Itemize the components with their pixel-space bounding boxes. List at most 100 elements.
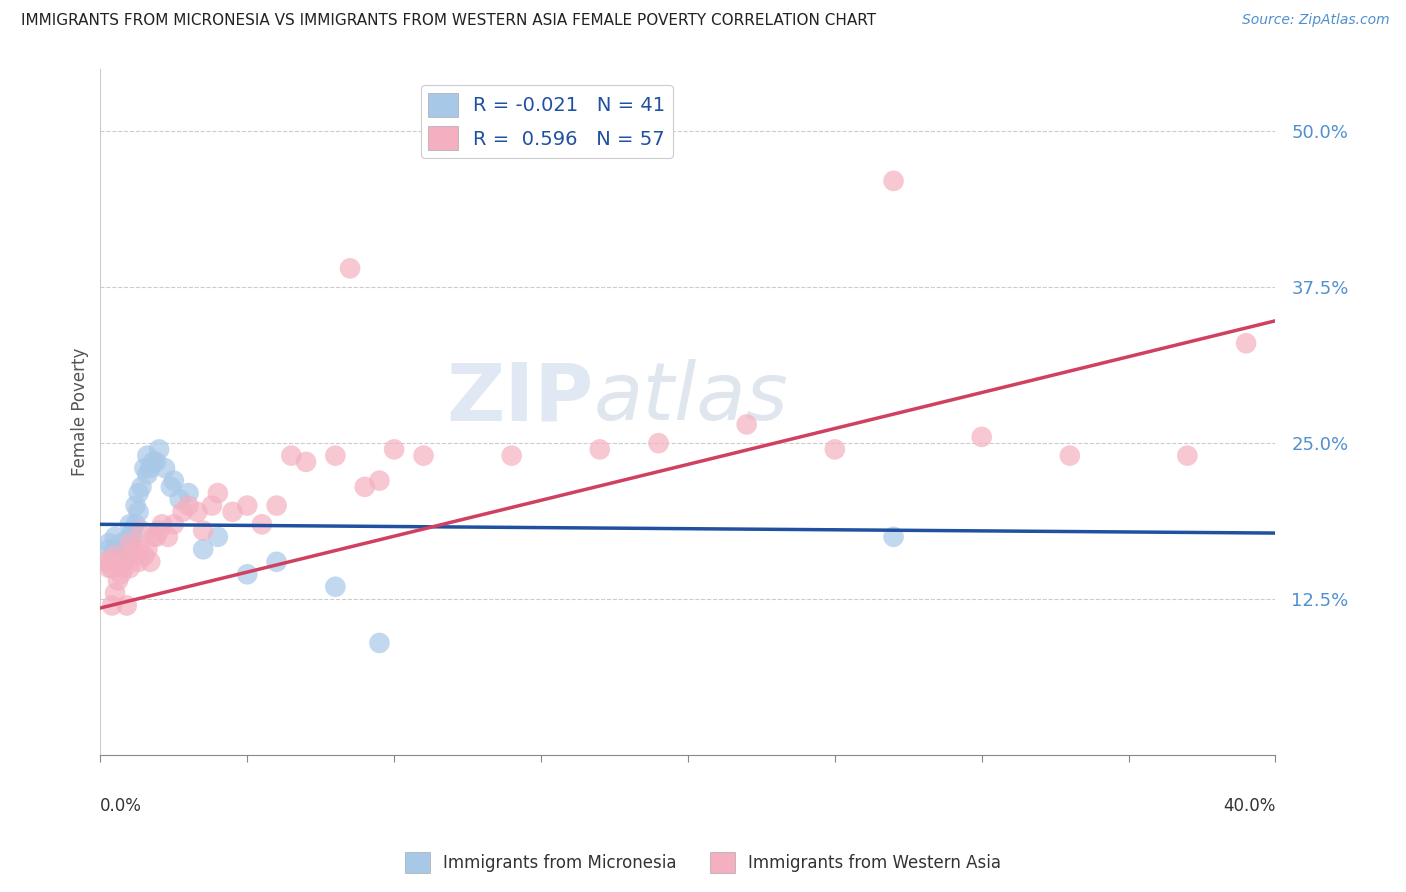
Point xyxy=(160,480,183,494)
Point xyxy=(98,542,121,557)
Point xyxy=(128,542,150,557)
Point xyxy=(735,417,758,432)
Point xyxy=(104,586,127,600)
Point xyxy=(368,474,391,488)
Point xyxy=(280,449,302,463)
Point xyxy=(110,536,132,550)
Point xyxy=(169,492,191,507)
Point xyxy=(136,467,159,482)
Point xyxy=(325,449,347,463)
Point xyxy=(107,555,129,569)
Point xyxy=(115,599,138,613)
Point xyxy=(266,555,288,569)
Point xyxy=(134,461,156,475)
Point xyxy=(970,430,993,444)
Point xyxy=(104,530,127,544)
Point xyxy=(136,542,159,557)
Point xyxy=(142,530,165,544)
Legend: Immigrants from Micronesia, Immigrants from Western Asia: Immigrants from Micronesia, Immigrants f… xyxy=(398,846,1008,880)
Point xyxy=(124,549,146,563)
Point xyxy=(112,542,135,557)
Point xyxy=(98,536,121,550)
Point xyxy=(128,486,150,500)
Point xyxy=(121,542,143,557)
Point xyxy=(107,542,129,557)
Point xyxy=(1059,449,1081,463)
Y-axis label: Female Poverty: Female Poverty xyxy=(72,348,89,476)
Point xyxy=(153,461,176,475)
Point xyxy=(118,561,141,575)
Point xyxy=(412,449,434,463)
Point xyxy=(101,555,124,569)
Point xyxy=(101,561,124,575)
Point xyxy=(1175,449,1198,463)
Point xyxy=(207,530,229,544)
Point xyxy=(98,555,121,569)
Point xyxy=(295,455,318,469)
Point xyxy=(124,499,146,513)
Point xyxy=(266,499,288,513)
Point xyxy=(382,442,405,457)
Point xyxy=(101,599,124,613)
Point xyxy=(96,555,118,569)
Point xyxy=(236,567,259,582)
Point xyxy=(193,542,215,557)
Point xyxy=(139,461,162,475)
Point xyxy=(107,555,129,569)
Text: 40.0%: 40.0% xyxy=(1223,797,1275,814)
Point xyxy=(163,474,186,488)
Point xyxy=(1234,336,1257,351)
Point xyxy=(110,549,132,563)
Point xyxy=(824,442,846,457)
Point xyxy=(112,555,135,569)
Point xyxy=(325,580,347,594)
Point xyxy=(118,530,141,544)
Point xyxy=(589,442,612,457)
Point xyxy=(172,505,194,519)
Point xyxy=(121,524,143,538)
Point xyxy=(163,517,186,532)
Point xyxy=(115,536,138,550)
Point xyxy=(186,505,208,519)
Point xyxy=(177,499,200,513)
Point xyxy=(110,555,132,569)
Point xyxy=(501,449,523,463)
Point xyxy=(177,486,200,500)
Point xyxy=(148,442,170,457)
Point xyxy=(156,530,179,544)
Legend: R = -0.021   N = 41, R =  0.596   N = 57: R = -0.021 N = 41, R = 0.596 N = 57 xyxy=(420,85,673,158)
Point xyxy=(353,480,375,494)
Text: 0.0%: 0.0% xyxy=(100,797,142,814)
Point xyxy=(104,549,127,563)
Text: ZIP: ZIP xyxy=(447,359,593,437)
Point xyxy=(193,524,215,538)
Point xyxy=(250,517,273,532)
Point xyxy=(131,524,153,538)
Text: IMMIGRANTS FROM MICRONESIA VS IMMIGRANTS FROM WESTERN ASIA FEMALE POVERTY CORREL: IMMIGRANTS FROM MICRONESIA VS IMMIGRANTS… xyxy=(21,13,876,29)
Point xyxy=(98,561,121,575)
Point xyxy=(107,574,129,588)
Point xyxy=(115,549,138,563)
Point xyxy=(128,555,150,569)
Point xyxy=(131,480,153,494)
Point xyxy=(145,530,167,544)
Point xyxy=(150,517,173,532)
Text: atlas: atlas xyxy=(593,359,789,437)
Point xyxy=(136,449,159,463)
Point xyxy=(207,486,229,500)
Point xyxy=(883,530,905,544)
Point xyxy=(145,455,167,469)
Point xyxy=(142,455,165,469)
Point xyxy=(104,542,127,557)
Point xyxy=(139,555,162,569)
Point xyxy=(368,636,391,650)
Point xyxy=(236,499,259,513)
Point xyxy=(647,436,669,450)
Point xyxy=(339,261,361,276)
Text: Source: ZipAtlas.com: Source: ZipAtlas.com xyxy=(1241,13,1389,28)
Point xyxy=(118,517,141,532)
Point xyxy=(883,174,905,188)
Point xyxy=(124,517,146,532)
Point xyxy=(221,505,243,519)
Point xyxy=(201,499,224,513)
